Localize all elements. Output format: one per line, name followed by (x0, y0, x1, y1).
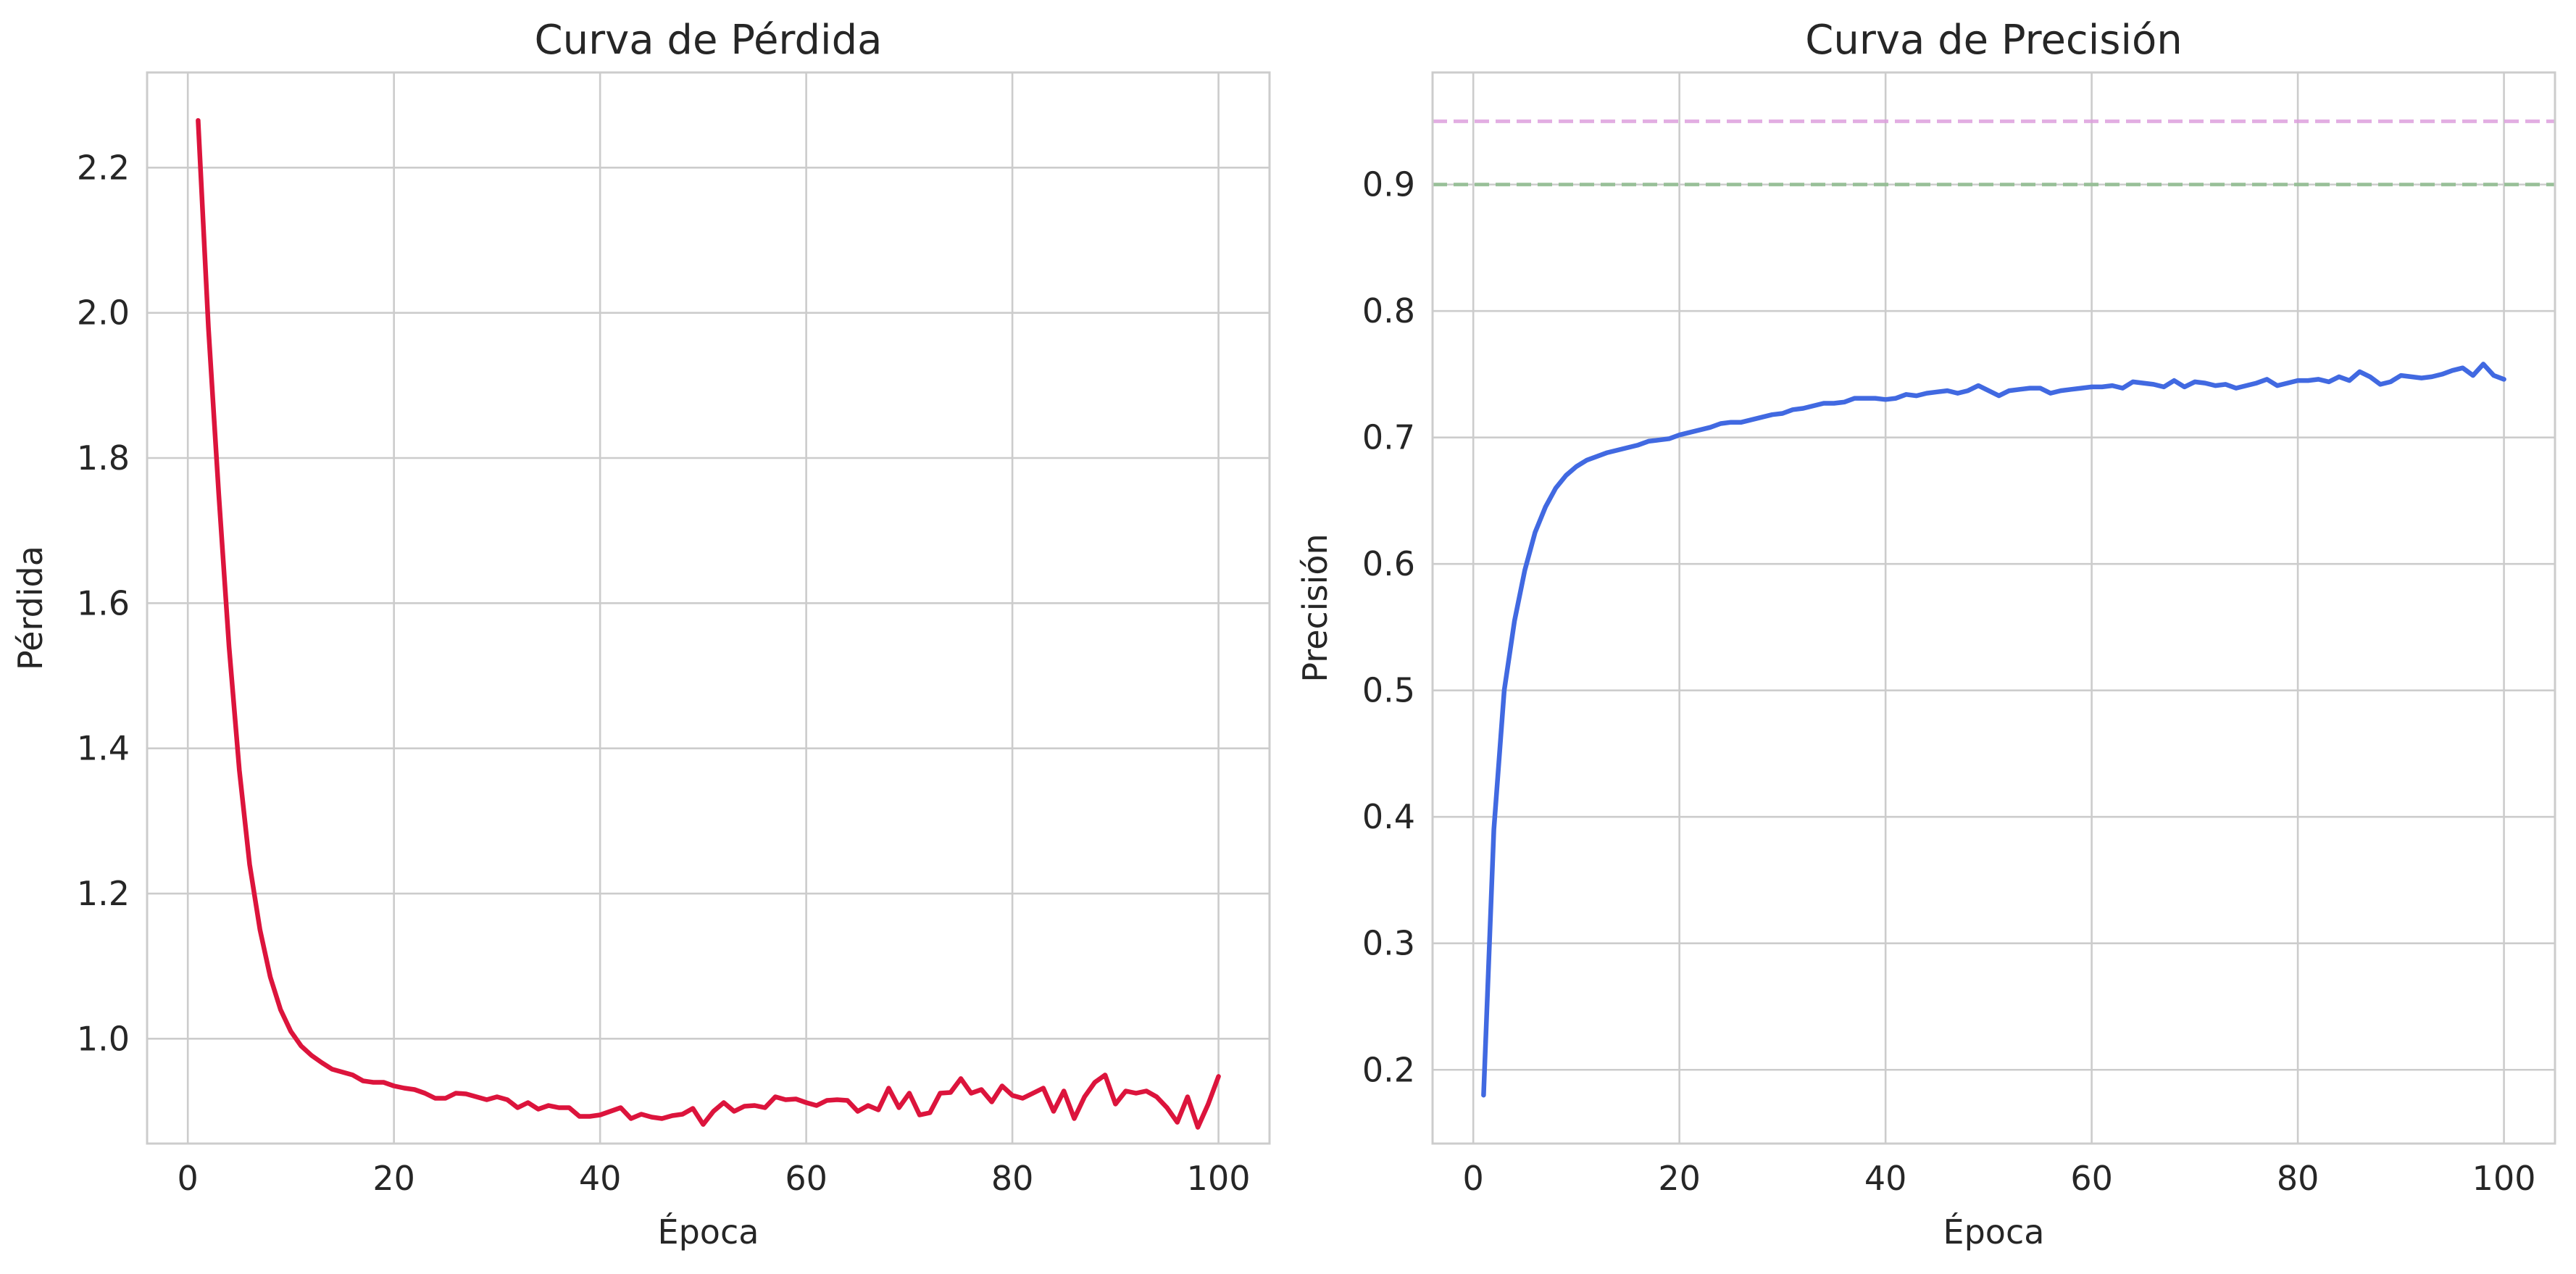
accuracy-x-tick-label: 80 (2277, 1159, 2319, 1198)
loss-series-line (196, 117, 1221, 1130)
accuracy-y-tick-label: 0.3 (1362, 924, 1415, 963)
accuracy-x-tick-label: 60 (2070, 1159, 2113, 1198)
accuracy-y-tick-label: 0.6 (1362, 544, 1415, 583)
accuracy-x-axis-label: Época (1943, 1212, 2045, 1252)
loss-x-axis-label: Época (658, 1212, 759, 1252)
loss-y-tick-label: 2.2 (77, 148, 130, 187)
accuracy-y-tick-label: 0.9 (1362, 165, 1415, 204)
accuracy-chart-title: Curva de Precisión (1805, 17, 2183, 64)
accuracy-y-tick-label: 0.2 (1362, 1050, 1415, 1089)
loss-chart-title: Curva de Pérdida (535, 17, 883, 64)
loss-x-tick-label: 60 (785, 1159, 828, 1198)
loss-x-tick-label: 100 (1187, 1159, 1251, 1198)
loss-x-tick-label: 80 (991, 1159, 1034, 1198)
accuracy-x-tick-label: 20 (1658, 1159, 1701, 1198)
accuracy-series-line (1481, 362, 2506, 1098)
accuracy-plot-frame (1431, 71, 2556, 1145)
loss-y-tick-label: 1.8 (77, 438, 130, 478)
loss-y-tick-label: 1.0 (77, 1019, 130, 1058)
loss-y-axis-label: Pérdida (11, 546, 50, 670)
loss-y-tick-label: 1.2 (77, 874, 130, 913)
loss-plot-frame (146, 71, 1271, 1145)
loss-y-tick-label: 1.6 (77, 583, 130, 623)
accuracy-y-axis-label: Precisión (1296, 533, 1335, 682)
accuracy-y-tick-label: 0.8 (1362, 291, 1415, 330)
loss-x-tick-label: 20 (372, 1159, 415, 1198)
accuracy-y-tick-label: 0.5 (1362, 671, 1415, 710)
accuracy-chart-panel: 0 20 40 60 80 100 0.2 0.3 0.4 0.5 0.6 0.7 0.8 0.9 Curv… (1296, 17, 2556, 1252)
loss-chart-panel: 0 20 40 60 80 100 1.0 1.2 1.4 1.6 1.8 2.0 2.2 Curva d… (11, 17, 1271, 1252)
loss-x-tick-label: 40 (579, 1159, 622, 1198)
accuracy-x-tick-label: 100 (2472, 1159, 2536, 1198)
accuracy-y-tick-label: 0.7 (1362, 418, 1415, 457)
loss-x-tick-label: 0 (178, 1159, 199, 1198)
loss-y-tick-label: 2.0 (77, 293, 130, 333)
accuracy-x-tick-label: 0 (1463, 1159, 1484, 1198)
loss-y-tick-label: 1.4 (77, 729, 130, 768)
accuracy-x-tick-label: 40 (1864, 1159, 1907, 1198)
accuracy-y-tick-label: 0.4 (1362, 797, 1415, 836)
